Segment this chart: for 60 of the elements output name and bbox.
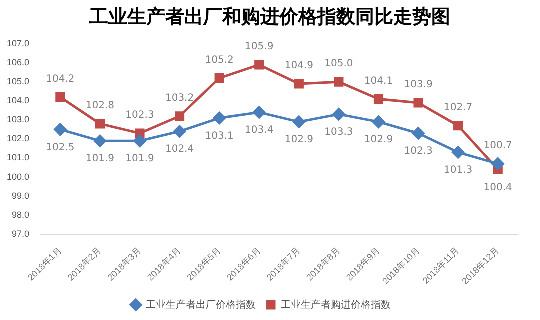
- data-label: 105.9: [245, 42, 274, 53]
- point: [452, 146, 465, 159]
- data-label: 102.7: [444, 102, 473, 114]
- point: [372, 116, 385, 128]
- data-label: 103.4: [245, 125, 274, 136]
- data-label: 102.4: [165, 144, 194, 156]
- legend-label: 工业生产者购进价格指数: [281, 298, 391, 311]
- data-label: 102.5: [46, 142, 75, 154]
- point: [254, 60, 264, 70]
- y-tick-label: 100.0: [6, 172, 30, 182]
- point: [56, 92, 66, 102]
- point: [294, 79, 304, 89]
- chart-title: 工业生产者出厂和购进价格指数同比走势图: [88, 5, 452, 30]
- point: [454, 121, 464, 131]
- point: [374, 94, 384, 104]
- point: [213, 112, 226, 125]
- data-label: 103.2: [165, 92, 194, 104]
- data-label: 104.2: [46, 74, 75, 85]
- y-tick-label: 107.0: [6, 38, 30, 48]
- point: [332, 108, 346, 121]
- point: [174, 125, 186, 138]
- data-label: 103.9: [404, 80, 433, 91]
- data-label: 101.9: [126, 154, 154, 165]
- y-tick-label: 106.0: [6, 58, 30, 68]
- y-tick-label: 105.0: [6, 76, 30, 87]
- data-label: 100.4: [484, 182, 512, 194]
- y-tick-label: 102.0: [6, 134, 30, 144]
- point: [253, 106, 266, 119]
- y-tick-label: 101.0: [6, 152, 30, 163]
- data-label: 103.3: [324, 127, 354, 138]
- point: [492, 158, 504, 170]
- data-label: 100.7: [484, 140, 512, 152]
- data-label: 101.3: [444, 165, 473, 176]
- y-tick-label: 97.0: [12, 228, 30, 239]
- y-tick-label: 99.0: [12, 190, 30, 201]
- data-label: 102.3: [404, 146, 433, 158]
- y-tick-label: 104.0: [6, 96, 30, 106]
- point: [54, 123, 67, 136]
- data-label: 104.9: [284, 60, 314, 72]
- data-label: 102.8: [86, 100, 115, 112]
- data-label: 102.9: [364, 134, 394, 146]
- y-tick-label: 98.0: [12, 210, 30, 220]
- point: [414, 98, 424, 108]
- point: [95, 119, 105, 129]
- data-label: 105.2: [205, 54, 234, 66]
- data-label: 102.9: [284, 134, 314, 146]
- data-label: 105.0: [324, 58, 354, 70]
- legend-label: 工业生产者出厂价格指数: [146, 298, 256, 311]
- point: [214, 73, 224, 84]
- y-tick-label: 103.0: [6, 114, 30, 125]
- data-label: 101.9: [86, 154, 115, 165]
- point: [94, 134, 106, 148]
- data-label: 103.1: [205, 130, 234, 142]
- point: [292, 116, 306, 128]
- point: [175, 112, 185, 122]
- data-label: 104.1: [364, 76, 394, 87]
- point: [134, 134, 146, 148]
- point: [412, 127, 425, 140]
- data-label: 102.3: [126, 110, 154, 122]
- point: [334, 77, 344, 87]
